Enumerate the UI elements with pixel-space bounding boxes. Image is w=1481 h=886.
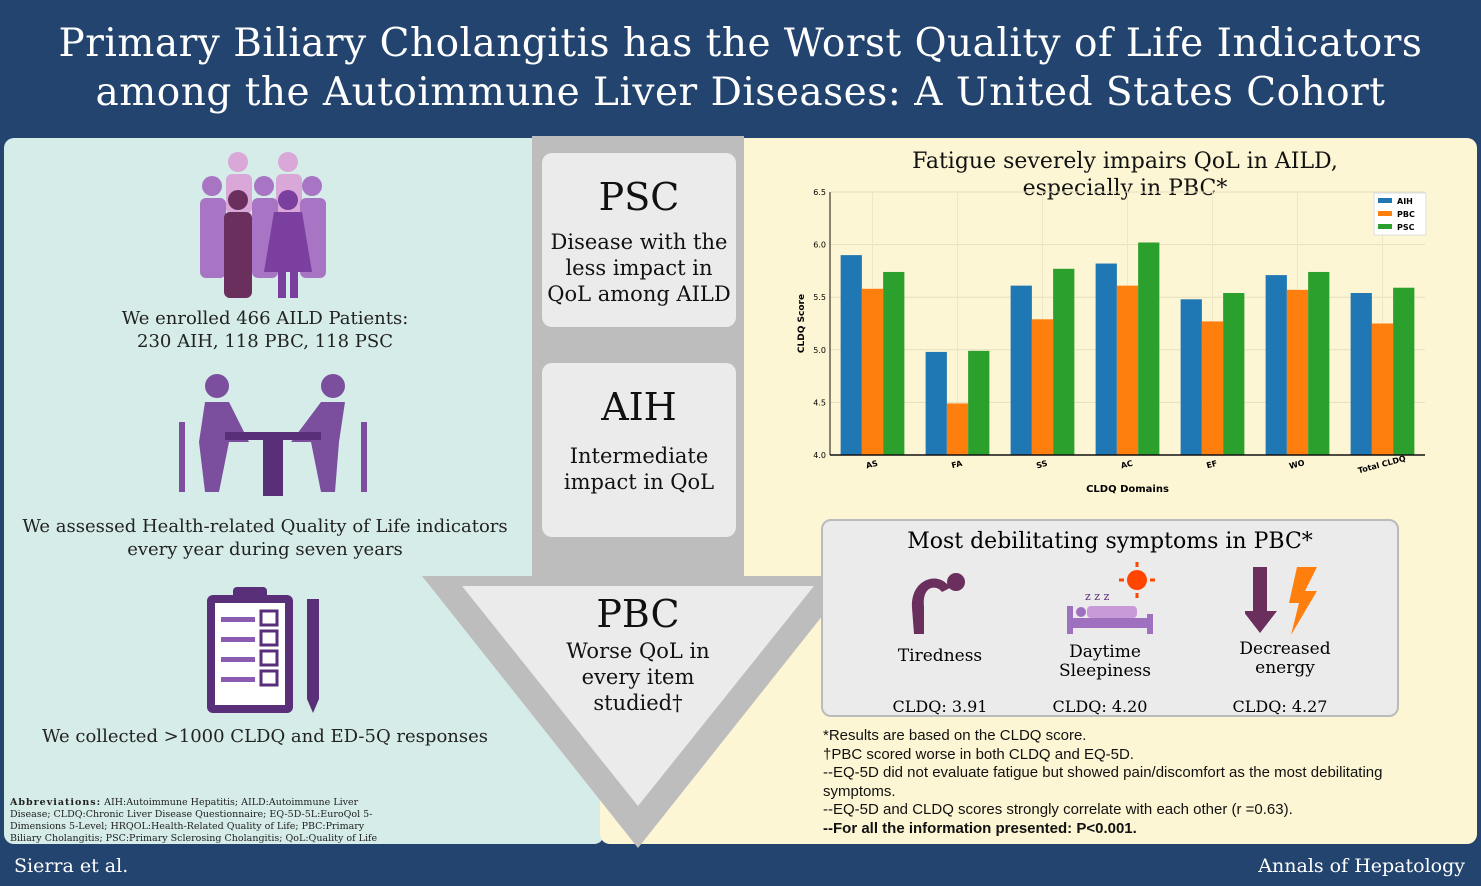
symptom-value: CLDQ: 3.91 xyxy=(892,697,988,716)
symptom-label: Daytime Sleepiness xyxy=(1059,642,1151,681)
right-panel xyxy=(600,138,1477,844)
y-tick-label: 6.0 xyxy=(813,241,826,250)
sleep-icon: z z z xyxy=(1067,562,1155,634)
x-tick-label: AC xyxy=(1120,459,1134,471)
enrolled-text: We enrolled 466 AILD Patients: 230 AIH, 1… xyxy=(121,308,409,352)
x-tick-label: EF xyxy=(1205,459,1218,471)
legend-label: PSC xyxy=(1397,223,1415,232)
bar-PSC-AS xyxy=(883,271,905,455)
y-tick-label: 5.0 xyxy=(813,346,826,355)
bar-AIH-EF xyxy=(1180,299,1202,455)
bar-AIH-FA xyxy=(925,351,947,455)
y-tick-label: 4.0 xyxy=(813,451,826,460)
decreased-energy-icon xyxy=(1245,567,1317,635)
legend-label: PBC xyxy=(1397,210,1415,219)
legend-swatch xyxy=(1378,211,1392,216)
author: Sierra et al. xyxy=(14,855,129,877)
page-title: Primary Biliary Cholangitis has the Wors… xyxy=(58,21,1423,115)
bar-PSC-FA xyxy=(968,350,990,455)
checklist-icon xyxy=(207,587,319,713)
y-axis-label: CLDQ Score xyxy=(797,294,807,353)
chart-title: Fatigue severely impairs QoL in AILD, esp… xyxy=(912,149,1338,201)
bar-PBC-AC xyxy=(1116,285,1139,455)
x-axis-label: CLDQ Domains xyxy=(1086,484,1169,495)
footnotes: *Results are based on the CLDQ score. †PB… xyxy=(823,727,1383,837)
y-tick-label: 5.5 xyxy=(813,293,826,302)
bar-AIH-WO xyxy=(1265,275,1287,455)
x-tick-label: FA xyxy=(950,459,963,471)
x-tick-label: WO xyxy=(1288,458,1306,471)
bar-AIH-Total CLDQ xyxy=(1350,292,1372,455)
collected-text: We collected >1000 CLDQ and ED-5Q respon… xyxy=(41,726,488,747)
x-tick-label: Total CLDQ xyxy=(1357,454,1407,475)
bar-PBC-FA xyxy=(946,403,969,455)
journal: Annals of Hepatology xyxy=(1258,855,1465,877)
bar-PBC-WO xyxy=(1286,289,1309,455)
assessed-text: We assessed Health-related Quality of Li… xyxy=(22,516,508,560)
y-tick-label: 4.5 xyxy=(813,398,826,407)
svg-text:z z z: z z z xyxy=(1085,590,1110,603)
bar-PSC-EF xyxy=(1223,292,1245,455)
consultation-icon xyxy=(179,374,367,496)
pbc-box: PBC Worse QoL in every item studied† xyxy=(566,592,710,715)
x-tick-label: AS xyxy=(865,459,879,471)
aih-box: AIH Intermediate impact in QoL xyxy=(542,363,736,537)
x-tick-label: SS xyxy=(1035,459,1048,471)
bar-PBC-Total CLDQ xyxy=(1371,323,1394,455)
bar-PSC-WO xyxy=(1308,271,1330,455)
bar-chart: 4.0 4.5 5.0 5.5 6.0 6.5 AS FA SS AC EF WO Total CLDQ… xyxy=(797,188,1427,495)
bar-PBC-EF xyxy=(1201,321,1224,455)
y-tick-label: 6.5 xyxy=(813,188,826,197)
bar-PSC-Total CLDQ xyxy=(1393,287,1415,455)
bar-AIH-AC xyxy=(1095,263,1117,455)
symptom-value: CLDQ: 4.27 xyxy=(1232,697,1328,716)
people-group-icon xyxy=(200,152,326,298)
bar-AIH-SS xyxy=(1010,285,1032,455)
abbreviations: Abbreviations: AIH:Autoimmune Hepatitis;… xyxy=(10,797,378,844)
symptom-value: CLDQ: 4.20 xyxy=(1052,697,1148,716)
legend-swatch xyxy=(1378,224,1392,229)
tiredness-icon xyxy=(911,573,965,634)
symptom-label: Decreased energy xyxy=(1239,639,1331,678)
legend-label: AIH xyxy=(1397,197,1413,206)
bar-AIH-AS xyxy=(840,255,862,455)
symptom-label: Tiredness xyxy=(897,646,983,666)
bar-PBC-SS xyxy=(1031,319,1054,455)
psc-box: PSC Disease with the less impact in QoL a… xyxy=(542,153,736,327)
legend-swatch xyxy=(1378,198,1392,203)
bar-PSC-AC xyxy=(1138,242,1160,455)
bar-PBC-AS xyxy=(861,288,884,455)
bar-PSC-SS xyxy=(1053,268,1075,455)
